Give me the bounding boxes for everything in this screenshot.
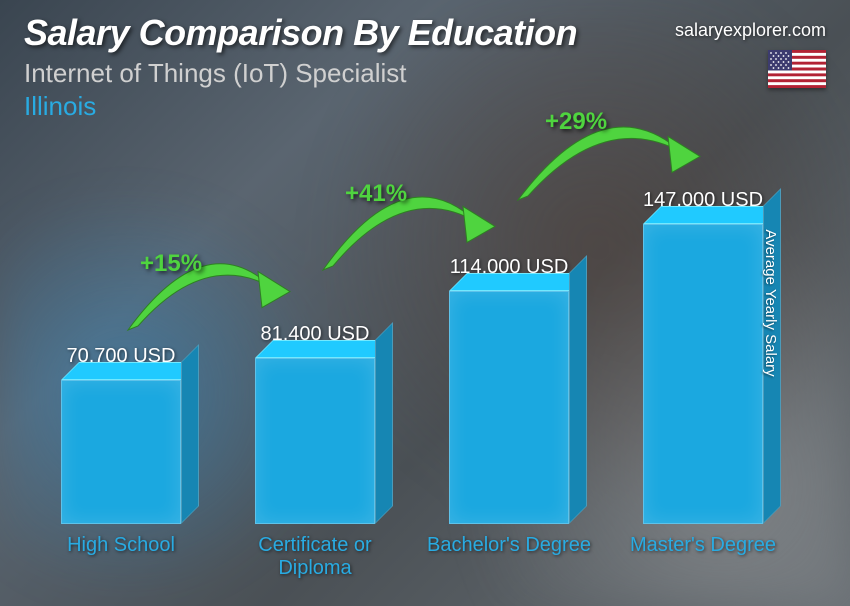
increment-pct-label: +41% bbox=[345, 180, 407, 208]
bar-column: 114,000 USDBachelor's Degree bbox=[416, 256, 602, 582]
us-flag-icon bbox=[768, 50, 826, 88]
site-label: salaryexplorer.com bbox=[675, 20, 826, 41]
bar-chart: 70,700 USDHigh School81,400 USDCertifica… bbox=[24, 140, 800, 582]
bar-category-label: Certificate or Diploma bbox=[222, 534, 408, 582]
bar-3d bbox=[255, 358, 375, 524]
bar-category-label: Master's Degree bbox=[630, 534, 776, 582]
bar-3d bbox=[61, 380, 181, 524]
bar-category-label: Bachelor's Degree bbox=[427, 534, 591, 582]
y-axis-label: Average Yearly Salary bbox=[762, 229, 779, 376]
bar-3d bbox=[643, 224, 763, 524]
bar-column: 81,400 USDCertificate or Diploma bbox=[222, 323, 408, 582]
bar-category-label: High School bbox=[67, 534, 175, 582]
bar-3d bbox=[449, 291, 569, 524]
chart-subtitle: Internet of Things (IoT) Specialist bbox=[24, 58, 826, 89]
increment-pct-label: +15% bbox=[140, 250, 202, 278]
bar-column: 70,700 USDHigh School bbox=[28, 345, 214, 582]
chart-location: Illinois bbox=[24, 91, 826, 122]
